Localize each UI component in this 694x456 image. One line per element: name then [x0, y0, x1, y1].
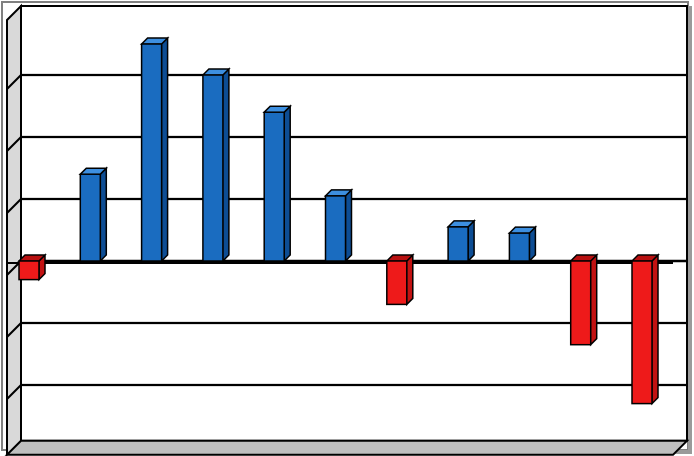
bar-front	[386, 260, 408, 306]
bar	[446, 219, 476, 263]
bar-front	[79, 173, 102, 262]
bar-side	[160, 36, 169, 263]
bar	[384, 253, 415, 307]
bar-side	[651, 253, 659, 406]
bar	[139, 36, 170, 263]
gridline-side	[6, 136, 22, 152]
bar-front	[324, 195, 347, 262]
bar	[17, 253, 47, 282]
back-wall	[20, 5, 688, 442]
bar-front	[631, 260, 653, 405]
bar-side	[406, 253, 414, 307]
bar-front	[202, 74, 224, 262]
gridline-side	[6, 384, 22, 400]
bar-side	[283, 104, 291, 263]
bar	[507, 225, 538, 263]
bar-front	[18, 260, 40, 281]
chart-shadow-right	[688, 6, 692, 452]
bars	[17, 36, 660, 406]
gridline-side	[6, 74, 22, 90]
gridline-side	[6, 198, 22, 214]
bar-side	[99, 166, 108, 263]
bar-front	[447, 226, 469, 262]
gridline-side	[6, 322, 22, 338]
floor	[4, 439, 690, 456]
bar	[201, 67, 231, 263]
bar	[568, 253, 599, 347]
bar	[262, 104, 293, 263]
bar	[78, 166, 109, 263]
bar-front	[508, 232, 531, 262]
bar-front	[263, 111, 285, 262]
bar-front	[140, 43, 163, 262]
bar	[323, 188, 354, 263]
bar-side	[222, 67, 230, 263]
bar-front	[569, 260, 592, 346]
bar	[630, 253, 660, 406]
bar-side	[344, 188, 353, 263]
bar-side	[589, 253, 598, 347]
